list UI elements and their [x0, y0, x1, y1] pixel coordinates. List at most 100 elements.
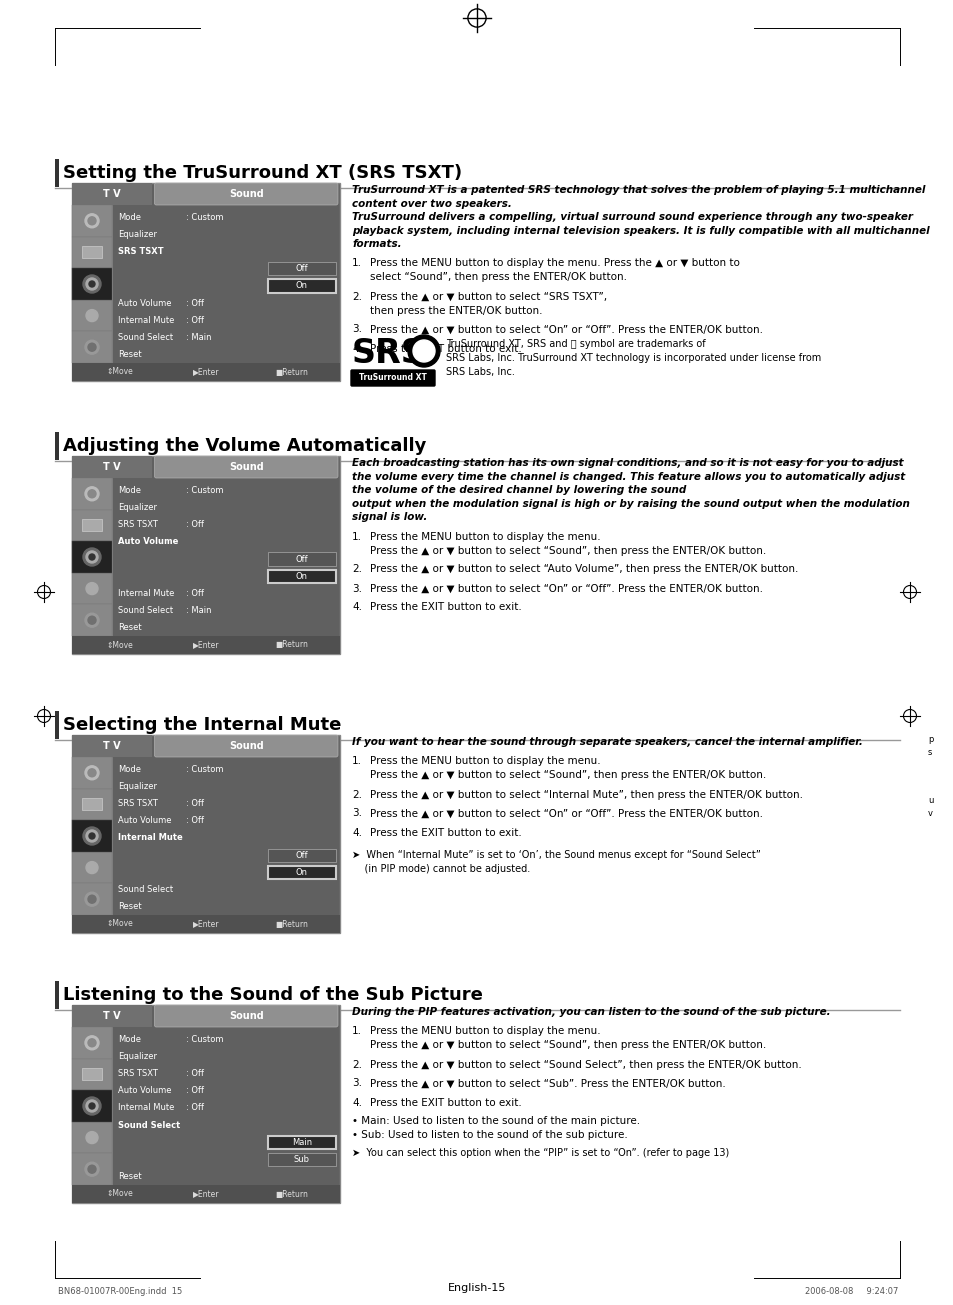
Text: Press the MENU button to display the menu. Press the ▲ or ▼ button to: Press the MENU button to display the men…	[370, 258, 740, 269]
Bar	[71, 269, 112, 300]
Circle shape	[86, 861, 98, 873]
Circle shape	[85, 341, 99, 354]
Text: p: p	[927, 735, 932, 744]
Text: Sound Select: Sound Select	[118, 1121, 180, 1130]
Bar	[268, 262, 335, 275]
Text: Press the ▲ or ▼ button to select “Sub”. Press the ENTER/OK button.: Press the ▲ or ▼ button to select “Sub”.…	[370, 1078, 725, 1088]
Text: ▶Enter: ▶Enter	[193, 368, 219, 377]
Text: T V: T V	[103, 462, 121, 472]
Text: SRS TSXT: SRS TSXT	[118, 799, 157, 808]
Text: 3.: 3.	[352, 325, 361, 334]
Text: Press the EXIT button to exit.: Press the EXIT button to exit.	[370, 827, 521, 838]
Text: 3.: 3.	[352, 809, 361, 818]
Text: : Custom: : Custom	[186, 765, 223, 774]
Text: : Main: : Main	[186, 606, 212, 615]
Bar	[71, 1027, 112, 1058]
Text: : Off: : Off	[186, 521, 204, 530]
Text: Press the ▲ or ▼ button to select “Sound Select”, then press the ENTER/OK button: Press the ▲ or ▼ button to select “Sound…	[370, 1060, 801, 1070]
Circle shape	[85, 613, 99, 628]
Text: BN68-01007R-00Eng.indd  15: BN68-01007R-00Eng.indd 15	[58, 1287, 182, 1296]
Circle shape	[88, 769, 96, 776]
Bar	[268, 848, 335, 861]
Text: Off: Off	[295, 851, 308, 860]
Circle shape	[83, 1098, 101, 1114]
Text: Reset: Reset	[118, 1172, 141, 1181]
Bar	[71, 183, 339, 381]
Text: SRS TSXT: SRS TSXT	[118, 1069, 157, 1078]
Text: Press the ▲ or ▼ button to select “On” or “Off”. Press the ENTER/OK button.: Press the ▲ or ▼ button to select “On” o…	[370, 809, 762, 818]
Text: Auto Volume: Auto Volume	[118, 1086, 172, 1095]
Text: Auto Volume: Auto Volume	[118, 817, 172, 825]
Text: Internal Mute: Internal Mute	[118, 1104, 174, 1112]
Text: : Custom: : Custom	[186, 1035, 223, 1044]
Text: • Sub: Used to listen to the sound of the sub picture.: • Sub: Used to listen to the sound of th…	[352, 1130, 627, 1141]
Bar	[55, 432, 59, 459]
Text: Off: Off	[295, 265, 308, 273]
Circle shape	[86, 278, 98, 290]
Bar	[71, 915, 339, 933]
Text: Selecting the Internal Mute: Selecting the Internal Mute	[63, 716, 341, 733]
Text: Sound: Sound	[229, 189, 263, 198]
Text: Equalizer: Equalizer	[118, 1052, 157, 1061]
Circle shape	[83, 827, 101, 846]
Text: 2.: 2.	[352, 291, 361, 301]
Text: Sound: Sound	[229, 741, 263, 750]
Text: : Off: : Off	[186, 1069, 204, 1078]
Text: ➤  You can select this option when the “PIP” is set to “On”. (refer to page 13): ➤ You can select this option when the “P…	[352, 1148, 728, 1159]
Text: ⇕Move: ⇕Move	[107, 920, 133, 928]
Circle shape	[89, 281, 95, 287]
Bar	[71, 542, 112, 573]
Text: 4.: 4.	[352, 343, 361, 354]
Text: On: On	[295, 572, 308, 581]
Text: 2.: 2.	[352, 790, 361, 800]
FancyBboxPatch shape	[154, 183, 337, 205]
Text: : Main: : Main	[186, 333, 212, 342]
Circle shape	[88, 343, 96, 351]
Bar	[71, 509, 112, 542]
Bar	[71, 573, 112, 604]
Text: ■Return: ■Return	[275, 920, 308, 928]
Circle shape	[86, 1131, 98, 1143]
FancyBboxPatch shape	[154, 455, 337, 478]
Text: ➤  When “Internal Mute” is set to ‘On’, the Sound menus except for “Sound Select: ➤ When “Internal Mute” is set to ‘On’, t…	[352, 851, 760, 874]
Bar	[71, 1058, 112, 1090]
Bar	[82, 247, 102, 258]
Bar	[71, 455, 339, 654]
Text: Press the ▲ or ▼ button to select “Sound”, then press the ENTER/OK button.: Press the ▲ or ▼ button to select “Sound…	[370, 770, 765, 780]
Circle shape	[85, 487, 99, 501]
Text: T V: T V	[103, 1011, 121, 1021]
Bar	[82, 519, 102, 531]
Text: 2.: 2.	[352, 1060, 361, 1070]
Circle shape	[83, 275, 101, 294]
Text: Press the ▲ or ▼ button to select “Auto Volume”, then press the ENTER/OK button.: Press the ▲ or ▼ button to select “Auto …	[370, 565, 798, 574]
Circle shape	[85, 214, 99, 228]
Text: ▶Enter: ▶Enter	[193, 920, 219, 928]
Bar	[71, 757, 112, 788]
Text: : Off: : Off	[186, 1086, 204, 1095]
Circle shape	[86, 582, 98, 595]
Text: 1.: 1.	[352, 531, 361, 542]
Bar	[71, 636, 339, 654]
Text: v: v	[927, 809, 932, 818]
Circle shape	[88, 489, 96, 497]
Text: : Off: : Off	[186, 1104, 204, 1112]
Text: 1.: 1.	[352, 757, 361, 766]
Bar	[71, 236, 112, 269]
Bar	[71, 1090, 112, 1122]
Text: then press the ENTER/OK button.: then press the ENTER/OK button.	[370, 305, 542, 316]
Text: ■Return: ■Return	[275, 641, 308, 650]
Bar	[71, 542, 112, 573]
Circle shape	[88, 217, 96, 224]
Text: Press the MENU button to display the menu.: Press the MENU button to display the men…	[370, 531, 600, 542]
Text: Mode: Mode	[118, 1035, 141, 1044]
Text: TruSurround XT: TruSurround XT	[358, 373, 427, 382]
Text: SRS TSXT: SRS TSXT	[118, 521, 157, 530]
Text: SRS: SRS	[352, 337, 425, 371]
Text: ■Return: ■Return	[275, 368, 308, 377]
Text: Press the ▲ or ▼ button to select “Sound”, then press the ENTER/OK button.: Press the ▲ or ▼ button to select “Sound…	[370, 1040, 765, 1051]
Text: ⇕Move: ⇕Move	[107, 641, 133, 650]
Text: Mode: Mode	[118, 765, 141, 774]
Text: Sound: Sound	[229, 462, 263, 472]
Circle shape	[89, 1103, 95, 1109]
Text: : Off: : Off	[186, 589, 204, 598]
